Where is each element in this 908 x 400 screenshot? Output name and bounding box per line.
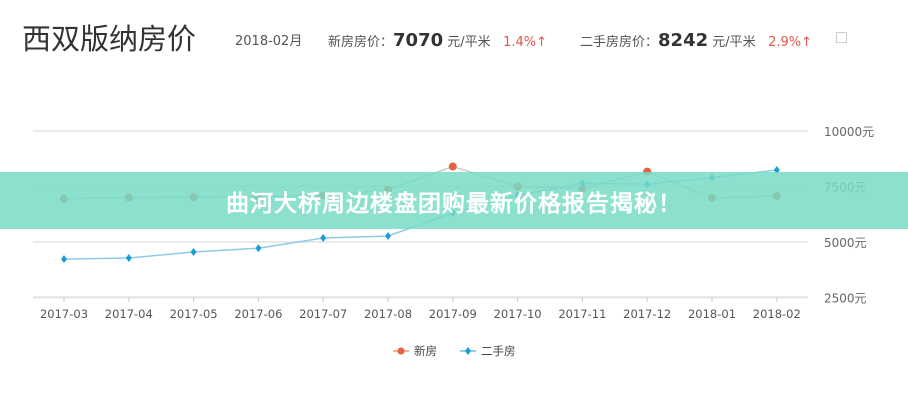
page-title: 西双版纳房价 <box>22 22 197 56</box>
promo-banner[interactable]: 曲河大桥周边楼盘团购最新价格报告揭秘！ <box>0 172 908 229</box>
legend-label: 新房 <box>414 344 437 358</box>
x-tick-label: 2017-09 <box>429 307 477 321</box>
x-tick-label: 2017-11 <box>558 307 606 321</box>
second-price-value: 8242 <box>658 30 709 51</box>
data-point <box>125 253 132 262</box>
second-price-change: 2.9%↑ <box>768 35 812 50</box>
y-tick-label: 5000元 <box>824 236 867 250</box>
x-tick-label: 2017-06 <box>234 307 282 321</box>
legend-label: 二手房 <box>481 344 516 358</box>
data-point <box>448 162 457 171</box>
x-tick-label: 2017-03 <box>40 307 88 321</box>
second-price-unit: 元/平米 <box>712 35 756 50</box>
x-tick-label: 2017-05 <box>170 307 218 321</box>
data-point <box>61 255 67 264</box>
new-price-unit: 元/平米 <box>447 35 491 50</box>
new-price-change: 1.4%↑ <box>503 35 547 50</box>
data-point <box>255 244 262 253</box>
x-tick-label: 2017-04 <box>105 307 153 321</box>
second-price-stat: 二手房房价：8242 元/平米 2.9%↑ <box>580 30 812 51</box>
y-tick-label: 2500元 <box>824 292 867 306</box>
data-point <box>385 232 391 241</box>
legend-marker <box>397 347 405 355</box>
x-tick-label: 2018-02 <box>753 307 801 321</box>
second-price-label: 二手房房价： <box>580 35 659 50</box>
x-tick-label: 2017-07 <box>299 307 347 321</box>
x-tick-label: 2017-08 <box>364 307 412 321</box>
y-tick-label: 10000元 <box>824 125 874 139</box>
legend-marker <box>465 347 471 355</box>
new-price-label: 新房房价： <box>328 35 394 50</box>
table-icon[interactable] <box>836 32 847 43</box>
new-price-stat: 新房房价：7070 元/平米 1.4%↑ <box>328 30 547 51</box>
data-point <box>320 234 327 243</box>
date: 2018-02月 <box>235 34 303 49</box>
header: 西双版纳房价 2018-02月 新房房价：7070 元/平米 1.4%↑ 二手房… <box>0 0 908 60</box>
data-point <box>190 247 197 256</box>
new-price-value: 7070 <box>393 30 444 51</box>
x-tick-label: 2017-12 <box>623 307 671 321</box>
banner-text: 曲河大桥周边楼盘团购最新价格报告揭秘！ <box>226 190 682 217</box>
x-tick-label: 2017-10 <box>494 307 542 321</box>
x-tick-label: 2018-01 <box>688 307 736 321</box>
